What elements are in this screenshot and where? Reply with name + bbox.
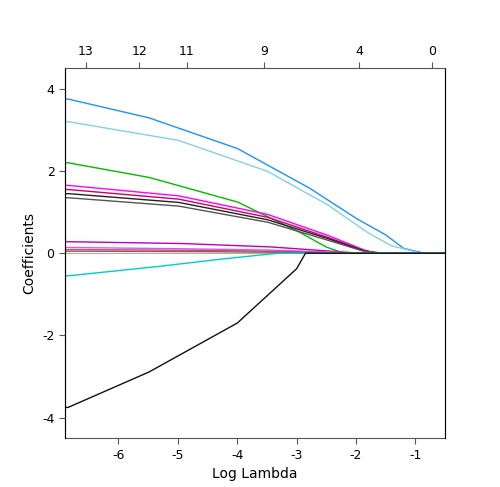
X-axis label: Log Lambda: Log Lambda — [212, 467, 298, 481]
Y-axis label: Coefficients: Coefficients — [22, 212, 36, 294]
